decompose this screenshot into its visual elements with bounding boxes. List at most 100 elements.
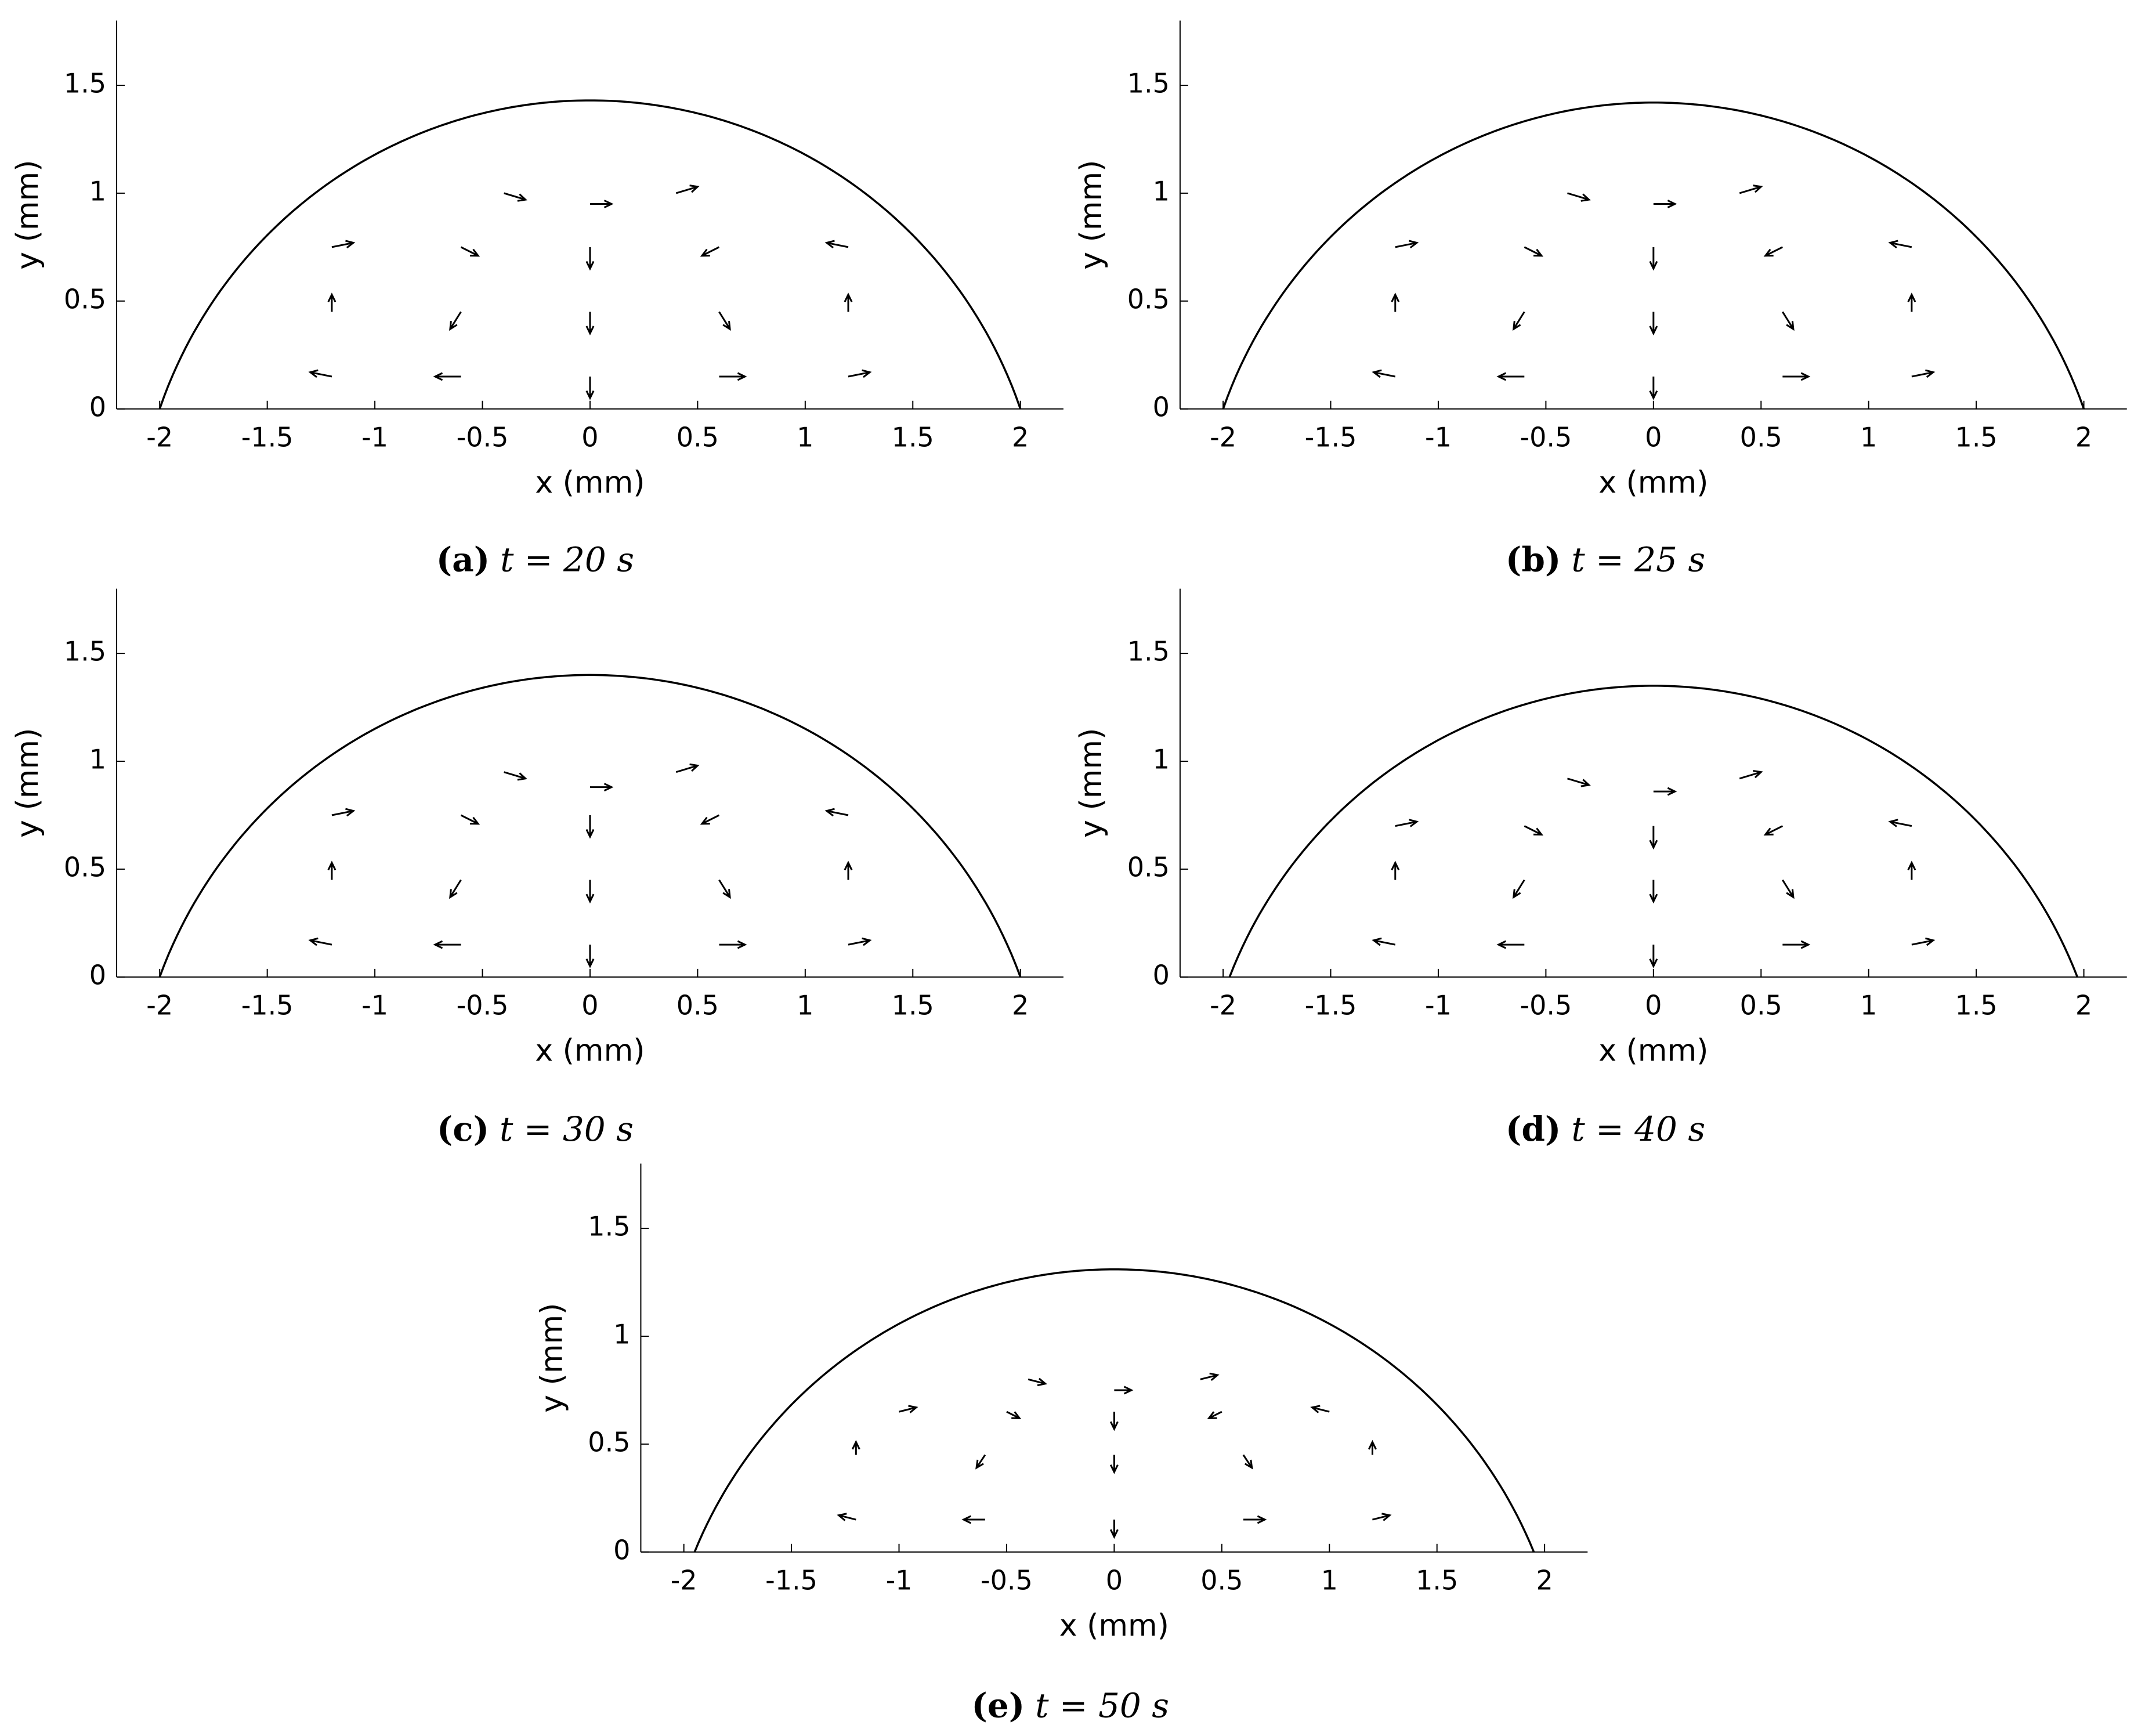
x-tick-label: -2 xyxy=(1210,989,1236,1021)
x-tick-label: -0.5 xyxy=(1520,421,1572,453)
x-tick-label: -1.5 xyxy=(241,421,294,453)
velocity-arrow xyxy=(1372,369,1396,378)
y-tick-label: 0.5 xyxy=(588,1426,630,1457)
velocity-arrow xyxy=(449,311,462,331)
velocity-arrow xyxy=(1310,1405,1330,1413)
velocity-arrow xyxy=(504,192,527,202)
y-axis-label: y (mm) xyxy=(10,160,45,270)
velocity-arrow xyxy=(1649,376,1658,400)
x-tick-label: 0 xyxy=(1645,421,1662,453)
y-tick-label: 0 xyxy=(613,1534,630,1565)
velocity-arrow xyxy=(1200,1372,1220,1381)
x-tick-label: -1 xyxy=(361,421,388,453)
velocity-arrow xyxy=(1512,311,1525,331)
velocity-arrow xyxy=(1782,940,1811,949)
x-tick-label: -2 xyxy=(146,989,173,1021)
velocity-arrow xyxy=(308,369,332,378)
panel-time: t = 50 s xyxy=(1035,1686,1169,1725)
panel-label: (a) xyxy=(436,540,490,580)
y-tick-label: 1.5 xyxy=(64,636,106,667)
velocity-arrow xyxy=(1395,240,1419,249)
x-tick-label: 1 xyxy=(797,421,813,453)
velocity-arrow xyxy=(1512,879,1525,899)
velocity-arrow xyxy=(700,246,720,257)
x-tick-label: -1 xyxy=(1425,421,1452,453)
panel-time: t = 40 s xyxy=(1571,1109,1705,1149)
velocity-arrow xyxy=(589,783,614,792)
velocity-arrow xyxy=(1911,369,1936,378)
x-tick-label: 2 xyxy=(2075,421,2092,453)
velocity-arrow xyxy=(1653,787,1677,796)
velocity-arrow xyxy=(1763,246,1784,257)
velocity-arrow xyxy=(1739,769,1763,780)
velocity-arrow xyxy=(1567,777,1591,787)
panel: -2 -1.5 -1 -0.5 0 0.5 1 1.5 2 0 0.5 1 1.5 x (mm) y (mm… xyxy=(10,20,1064,580)
y-tick-label: 1.5 xyxy=(64,68,106,99)
y-tick-label: 0 xyxy=(1153,959,1170,990)
x-tick-label: -1.5 xyxy=(1305,989,1357,1021)
velocity-arrow xyxy=(1372,937,1396,946)
velocity-arrow xyxy=(1372,1513,1392,1521)
panel-time: t = 20 s xyxy=(500,540,634,580)
velocity-arrow xyxy=(1028,1377,1048,1387)
velocity-arrow xyxy=(1109,1455,1119,1474)
velocity-arrow xyxy=(899,1405,918,1413)
velocity-arrow xyxy=(975,1454,986,1470)
velocity-arrow xyxy=(1782,372,1811,381)
x-tick-label: 1.5 xyxy=(1955,421,1998,453)
x-axis-label: x (mm) xyxy=(1598,1033,1708,1068)
velocity-arrow xyxy=(848,369,872,378)
x-tick-label: 2 xyxy=(2075,989,2092,1021)
x-axis-label: x (mm) xyxy=(535,465,645,500)
panel: -2 -1.5 -1 -0.5 0 0.5 1 1.5 2 0 0.5 1 1.5 x (mm) y (mm… xyxy=(1074,20,2127,580)
x-axis-label: x (mm) xyxy=(1059,1608,1169,1643)
velocity-arrow xyxy=(1907,860,1916,880)
panel-label: (c) xyxy=(437,1109,489,1149)
velocity-arrow xyxy=(1649,247,1658,271)
velocity-arrow xyxy=(675,185,700,194)
velocity-arrow xyxy=(1368,1440,1377,1455)
x-tick-label: 1.5 xyxy=(1955,989,1998,1021)
x-axis-label: x (mm) xyxy=(1598,465,1708,500)
velocity-arrow xyxy=(1496,940,1525,949)
x-tick-label: -0.5 xyxy=(457,421,509,453)
x-tick-label: 1 xyxy=(1321,1564,1338,1596)
panel-caption: (a) t = 20 s xyxy=(436,540,634,580)
y-tick-label: 0.5 xyxy=(1127,283,1170,314)
velocity-arrow xyxy=(460,814,480,825)
velocity-arrow xyxy=(718,879,731,899)
y-tick-label: 1.5 xyxy=(1127,636,1170,667)
velocity-arrow xyxy=(1739,185,1763,194)
y-axis-label: y (mm) xyxy=(534,1303,569,1413)
x-tick-label: 2 xyxy=(1012,989,1029,1021)
velocity-arrow xyxy=(844,860,853,880)
velocity-arrow xyxy=(1649,945,1658,968)
droplet-outline xyxy=(158,99,1022,410)
velocity-arrow xyxy=(700,814,720,825)
velocity-arrow xyxy=(961,1515,985,1524)
x-tick-label: -1.5 xyxy=(241,989,294,1021)
x-tick-label: -1 xyxy=(361,989,388,1021)
x-tick-label: -0.5 xyxy=(981,1564,1033,1596)
panel: -2 -1.5 -1 -0.5 0 0.5 1 1.5 2 0 0.5 1 1.5 x (mm) y (mm… xyxy=(1074,588,2127,1149)
x-tick-label: 0 xyxy=(581,989,598,1021)
velocity-arrow xyxy=(585,880,595,904)
velocity-arrow xyxy=(1109,1520,1119,1539)
velocity-arrow xyxy=(327,292,337,312)
velocity-arrow xyxy=(1888,240,1912,249)
velocity-arrow xyxy=(1782,879,1795,899)
y-tick-label: 1 xyxy=(613,1318,630,1350)
velocity-arrow xyxy=(585,376,595,400)
velocity-arrow xyxy=(848,937,872,946)
velocity-arrow xyxy=(1243,1515,1267,1524)
x-axis-label: x (mm) xyxy=(535,1033,645,1068)
velocity-arrow xyxy=(1653,200,1677,208)
panel-caption: (e) t = 50 s xyxy=(971,1686,1169,1725)
panel-caption: (d) t = 40 s xyxy=(1506,1109,1705,1149)
x-tick-label: 0 xyxy=(1645,989,1662,1021)
velocity-arrow xyxy=(718,311,731,331)
velocity-arrow xyxy=(327,860,337,880)
velocity-arrow xyxy=(504,771,527,781)
